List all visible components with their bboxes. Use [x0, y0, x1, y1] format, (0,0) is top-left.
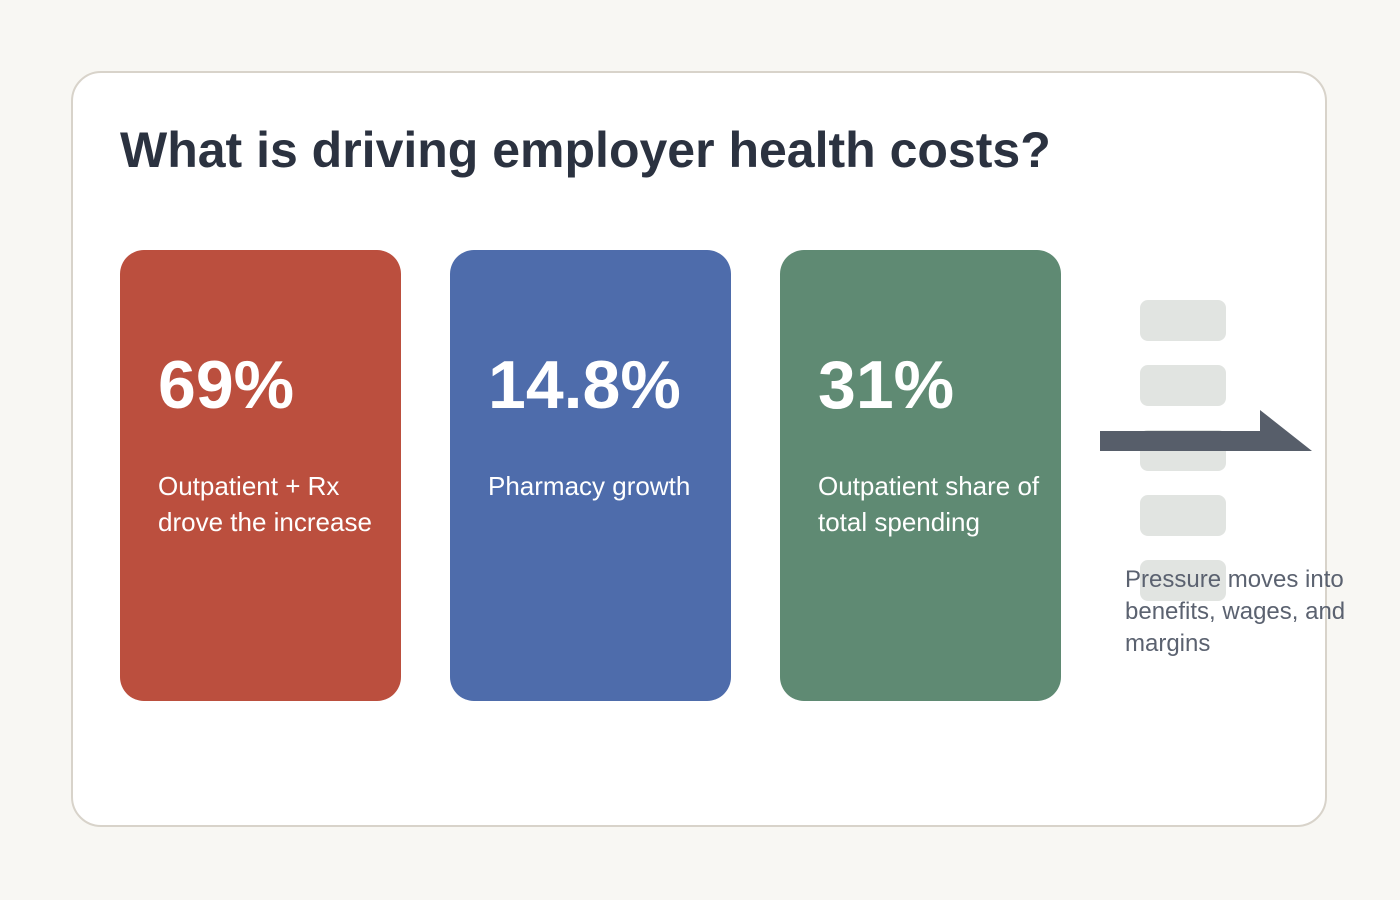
stack-block-1	[1140, 300, 1226, 341]
page-title: What is driving employer health costs?	[120, 122, 1051, 178]
stat-value-pharmacy: 14.8%	[488, 347, 681, 423]
stack-block-5	[1140, 560, 1226, 601]
stack-block-4	[1140, 495, 1226, 536]
stat-value-outpatient-share: 31%	[818, 347, 955, 423]
right-arrow-icon	[1100, 410, 1312, 451]
stat-label-outpatient-rx: Outpatient + Rx drove the increase	[158, 471, 372, 537]
pressure-note: Pressure moves into benefits, wages, and…	[1125, 566, 1346, 657]
stat-card-outpatient-share	[780, 250, 1061, 701]
stat-value-outpatient-rx: 69%	[158, 347, 295, 423]
stat-label-outpatient-share: Outpatient share of total spending	[818, 471, 1040, 537]
stack-block-2	[1140, 365, 1226, 406]
stat-label-pharmacy: Pharmacy growth	[488, 471, 691, 501]
stat-card-pharmacy	[450, 250, 731, 701]
stat-card-outpatient-rx	[120, 250, 401, 701]
